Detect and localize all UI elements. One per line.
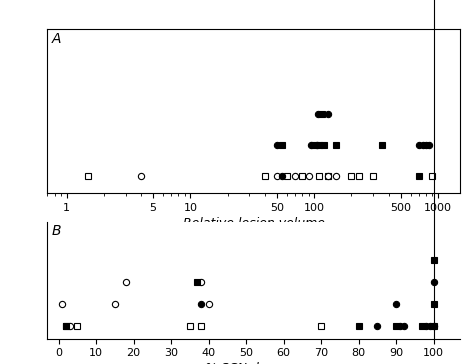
Text: A: A <box>52 32 61 46</box>
X-axis label: Relative lesion volume: Relative lesion volume <box>182 217 325 230</box>
Text: B: B <box>52 224 61 238</box>
X-axis label: % SCN damage: % SCN damage <box>205 363 302 364</box>
